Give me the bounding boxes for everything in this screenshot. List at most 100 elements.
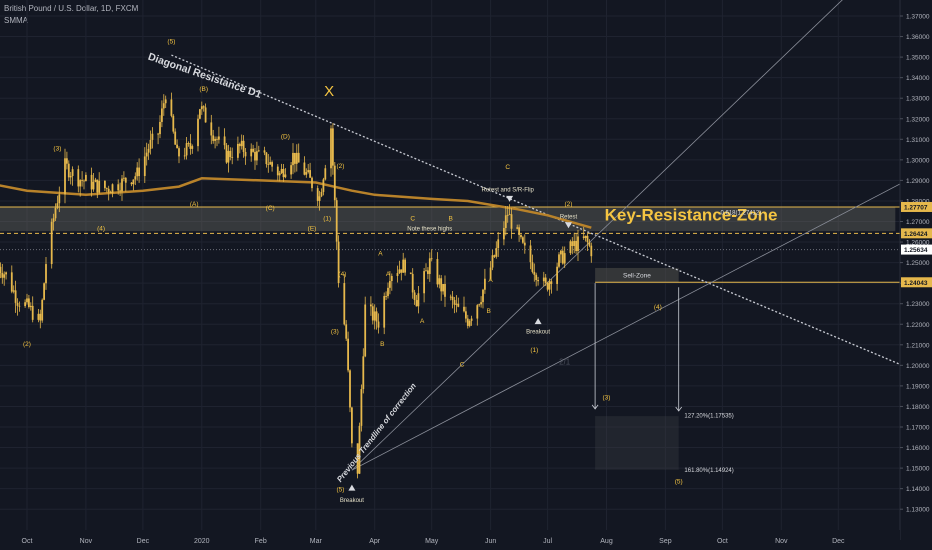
candle — [162, 94, 165, 116]
candle — [563, 246, 566, 268]
candle — [535, 272, 538, 287]
time-tick-label: Apr — [369, 538, 381, 545]
price-tick-label: 1.31000 — [906, 137, 930, 144]
wave-label: (4) — [654, 304, 662, 311]
price-tick-label: 1.16000 — [906, 445, 930, 452]
candle — [489, 261, 492, 281]
wave-label: (D) — [281, 133, 290, 140]
candle — [191, 144, 194, 154]
candle — [256, 141, 258, 166]
candle — [413, 289, 416, 305]
price-badge — [901, 201, 932, 212]
candle — [257, 145, 260, 153]
candle — [200, 101, 203, 115]
fib-level-label: 161.80%(1.14924) — [684, 468, 733, 474]
smma-line — [0, 177, 592, 229]
price-tick-label: 1.21000 — [906, 342, 930, 349]
wave-label: A — [378, 250, 383, 257]
wave-label: A — [420, 318, 425, 325]
candle — [85, 172, 87, 182]
marker-triangle-up — [348, 484, 356, 491]
candle — [417, 286, 420, 314]
candle — [119, 182, 121, 196]
price-badge-label: 1.24043 — [904, 280, 928, 287]
candle — [548, 278, 551, 296]
diagonal-resistance-label: Diagonal Resistance D1 — [146, 51, 263, 101]
candle — [337, 235, 340, 288]
wave-label: (3) — [603, 394, 611, 401]
candle — [185, 137, 188, 160]
price-tick-label: 1.30000 — [906, 157, 930, 164]
candle — [497, 232, 500, 257]
candle — [383, 292, 386, 335]
candle — [45, 257, 47, 290]
candle — [523, 234, 526, 254]
chart-symbol-title: British Pound / U.S. Dollar, 1D, FXCM — [4, 4, 139, 13]
candle — [542, 271, 545, 287]
candle — [324, 164, 327, 181]
candle — [54, 203, 57, 221]
projection-arrowhead — [591, 404, 599, 410]
candle — [240, 134, 243, 150]
candle — [590, 242, 593, 263]
wave-label: (A) — [190, 201, 199, 208]
candle — [529, 239, 532, 270]
wave-label: Breakout — [340, 498, 364, 504]
time-tick-label: Jun — [485, 538, 496, 545]
candle — [316, 185, 319, 207]
candle — [371, 303, 374, 325]
wave-label: B — [487, 308, 491, 315]
candle — [493, 254, 496, 258]
candle — [518, 224, 520, 242]
candle — [216, 136, 218, 147]
candle — [561, 246, 564, 265]
candle — [343, 274, 346, 326]
candle — [267, 154, 270, 173]
wave-label: (4) — [97, 226, 105, 233]
price-tick-label: 1.18000 — [906, 404, 930, 411]
candle — [12, 285, 15, 294]
price-badge — [901, 228, 932, 239]
candle — [322, 177, 325, 196]
time-tick-label: Dec — [832, 538, 845, 545]
candle — [520, 234, 522, 240]
trendline — [351, 0, 843, 471]
candle — [398, 260, 401, 275]
candle — [280, 163, 283, 175]
candle — [130, 182, 133, 187]
candle — [109, 190, 112, 194]
wave-label: 2/1 — [559, 357, 571, 366]
time-tick-label: 2020 — [194, 538, 210, 545]
candle — [476, 304, 479, 326]
candle — [104, 180, 106, 192]
candle — [307, 163, 310, 174]
candle — [482, 288, 484, 309]
candle — [242, 135, 245, 158]
price-tick-label: 1.13000 — [906, 507, 930, 514]
candle — [41, 298, 44, 323]
candle — [96, 179, 99, 199]
candle — [468, 319, 471, 328]
candle — [404, 257, 406, 276]
candle — [546, 281, 549, 292]
candle — [455, 295, 458, 313]
candle — [451, 290, 454, 309]
price-tick-label: 1.17000 — [906, 425, 930, 432]
candle — [533, 263, 536, 282]
candle — [136, 162, 139, 181]
time-tick-label: Jul — [543, 538, 552, 545]
candle — [64, 148, 66, 204]
candle — [428, 252, 431, 282]
wave-label: (5) — [167, 39, 175, 46]
candle — [197, 114, 199, 152]
candle — [265, 152, 268, 168]
time-tick-label: Oct — [717, 538, 728, 545]
candle — [98, 172, 101, 195]
zone-target-zone — [595, 416, 679, 470]
candle — [356, 443, 359, 479]
wave-label: C — [410, 215, 415, 222]
candle — [453, 296, 456, 314]
marker-triangle-down — [565, 222, 572, 229]
candle — [3, 271, 6, 286]
